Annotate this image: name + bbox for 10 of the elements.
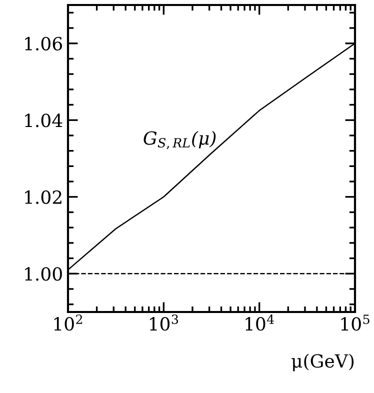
x-tick-label: 10$^{3}$ (150, 314, 178, 331)
x-tick-label: 10$^{4}$ (246, 314, 274, 331)
x-tick-label: 10$^{2}$ (54, 314, 82, 331)
y-tick-label: 1.02 (25, 190, 62, 204)
y-tick-label: 1.00 (25, 267, 62, 281)
x-tick-label: 10$^{5}$ (341, 314, 370, 331)
y-tick-label: 1.06 (25, 36, 62, 50)
y-tick-label: 1.04 (25, 114, 62, 128)
annotation: G$_{S,RL}$(μ) (144, 130, 216, 150)
x-axis-title: μ(GeV) (292, 354, 354, 372)
